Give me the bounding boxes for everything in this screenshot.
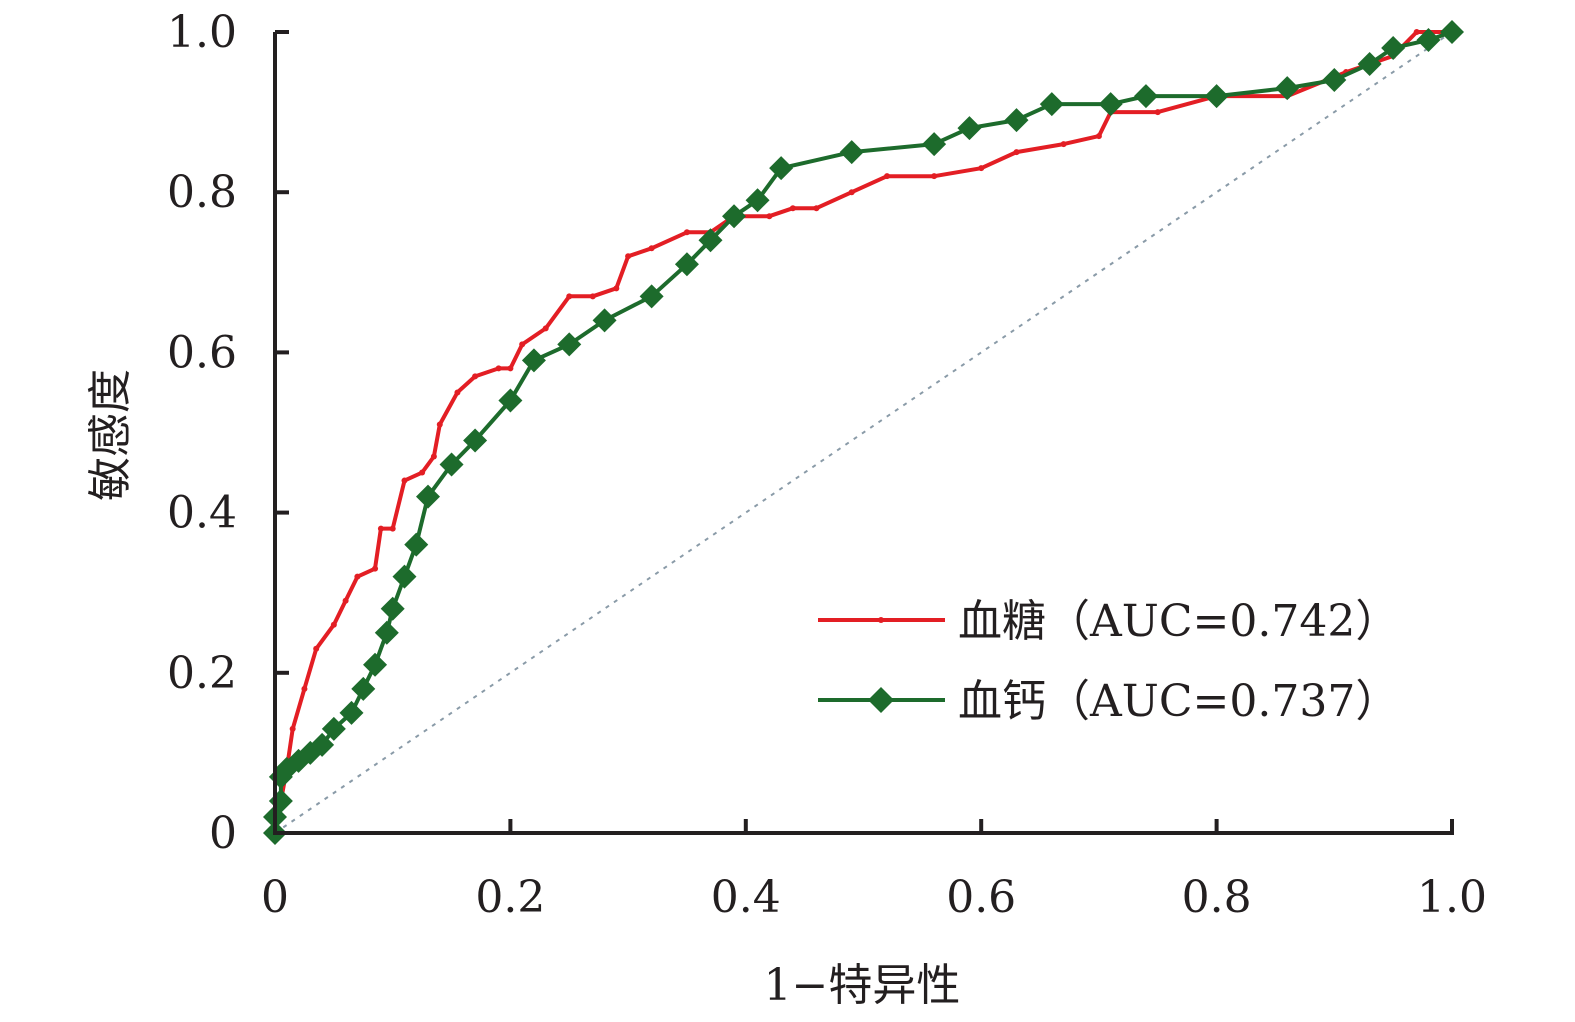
x-tick-label: 0.2 [475,872,545,923]
data-point-glucose [289,725,296,732]
data-point-glucose [1413,29,1420,35]
data-point-calcium [1039,92,1064,117]
series-line-glucose [273,30,1452,834]
data-point-calcium [521,348,546,373]
data-point-glucose [931,173,938,180]
data-point-glucose [519,341,526,348]
reference-diagonal-line [274,31,1453,834]
legend-label-glucose: 血糖（AUC=0.742） [958,596,1399,647]
x-tick-label: 0.8 [1182,872,1252,923]
data-point-glucose [436,421,443,428]
data-point-glucose [1154,109,1161,116]
data-point-calcium [404,532,429,557]
x-tick-label: 0 [261,872,289,923]
data-point-calcium [745,188,770,213]
data-point-glucose [542,325,549,332]
data-point-calcium [769,156,794,181]
data-point-glucose [354,573,361,580]
legend: 血糖（AUC=0.742） 血钙（AUC=0.737） [818,596,1399,727]
data-point-glucose [377,525,384,532]
data-point-glucose [330,621,337,628]
y-tick-label: 0.8 [167,167,237,218]
data-point-glucose [683,229,690,236]
y-tick-label: 1.0 [167,7,237,58]
data-point-calcium [392,564,417,589]
data-point-calcium [1357,52,1382,77]
x-axis-label: 1−特异性 [764,960,961,1011]
data-point-glucose [1095,133,1102,140]
data-point-glucose [613,285,620,292]
y-tick-label: 0 [209,808,237,859]
data-point-calcium [722,204,747,229]
data-point-glucose [454,389,461,396]
data-point-calcium [321,716,346,741]
data-point-calcium [1204,84,1229,109]
legend-label-calcium: 血钙（AUC=0.737） [958,676,1399,727]
data-point-glucose [1013,149,1020,156]
data-point-glucose [472,373,479,380]
data-point-calcium [922,132,947,157]
x-tick-label: 0.4 [711,872,781,923]
data-point-calcium [380,596,405,621]
data-point-calcium [351,676,376,701]
x-tick-label: 0.6 [946,872,1016,923]
y-axis-label: 敏感度 [85,369,136,501]
data-point-glucose [419,469,426,476]
data-point-calcium [498,388,523,413]
y-tick-label: 0.2 [167,648,237,699]
data-point-calcium [1416,28,1441,53]
data-point-calcium [374,620,399,645]
data-point-calcium [463,428,488,453]
legend-item-calcium: 血钙（AUC=0.737） [818,676,1399,727]
data-point-glucose [389,525,396,532]
data-point-calcium [839,140,864,165]
data-point-glucose [372,565,379,572]
data-point-calcium [957,116,982,141]
data-point-calcium [416,484,441,509]
data-point-glucose [766,213,773,220]
data-point-glucose [848,189,855,196]
y-tick-label: 0.6 [167,327,237,378]
data-point-glucose [978,165,985,172]
legend-marker-glucose [878,617,884,623]
data-point-calcium [1322,68,1347,93]
data-point-glucose [589,293,596,300]
data-point-glucose [648,245,655,252]
series-layer [263,20,1464,845]
data-point-glucose [813,205,820,212]
ticks-layer: 0 0.2 0.4 0.6 0.8 1.0 0 0.2 0.4 0.6 0.8 1.0 [167,7,1487,923]
data-point-calcium [1275,76,1300,101]
legend-marker-calcium [868,687,894,713]
data-point-glucose [313,645,320,652]
data-point-calcium [557,332,582,357]
data-point-calcium [363,652,388,677]
y-tick-label: 0.4 [167,488,237,539]
data-point-glucose [507,365,514,372]
data-point-glucose [884,173,891,180]
legend-item-glucose: 血糖（AUC=0.742） [818,596,1399,647]
data-point-glucose [430,453,437,460]
data-point-calcium [1133,84,1158,109]
data-point-glucose [495,365,502,372]
data-point-glucose [401,477,408,484]
data-point-calcium [639,284,664,309]
data-point-calcium [1440,20,1464,44]
data-point-glucose [342,597,349,604]
data-point-glucose [301,685,308,692]
data-point-glucose [625,253,632,260]
data-point-calcium [698,228,723,253]
data-point-calcium [339,700,364,725]
data-point-calcium [1381,36,1406,61]
x-tick-label: 1.0 [1417,872,1487,923]
data-point-glucose [1060,141,1067,148]
data-point-calcium [674,252,699,277]
data-point-calcium [592,308,617,333]
data-point-calcium [1004,108,1029,133]
data-point-glucose [789,205,796,212]
data-point-calcium [1098,92,1123,117]
data-point-calcium [310,732,335,757]
data-point-calcium [439,452,464,477]
data-point-glucose [566,293,573,300]
